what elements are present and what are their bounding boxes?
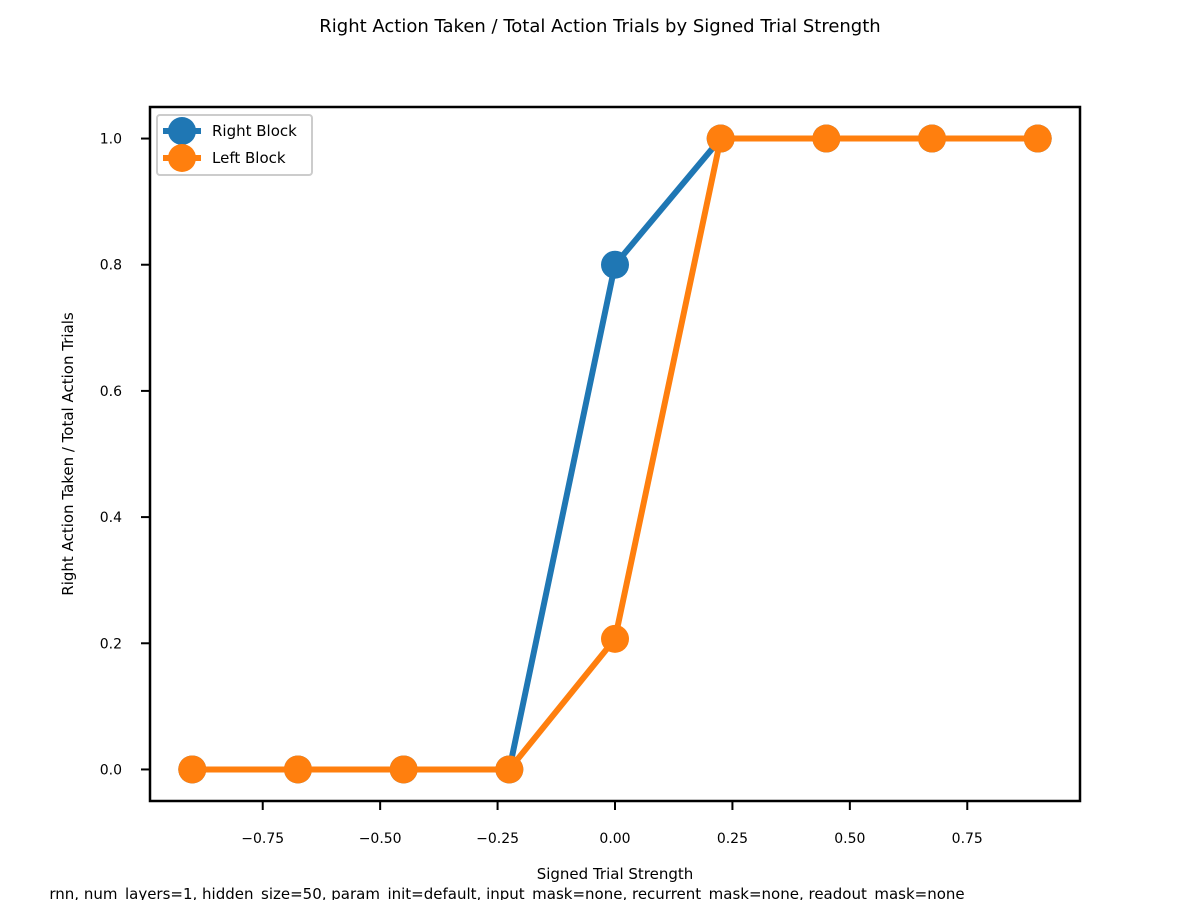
x-axis-ticks: −0.75 −0.50 −0.25 0.00 0.25 0.50 0.75 (241, 801, 983, 847)
chart-title: Right Action Taken / Total Action Trials… (319, 16, 880, 37)
config-caption: rnn, num_layers=1, hidden_size=50, param… (49, 885, 964, 900)
series-layer (178, 124, 1052, 784)
data-point (1023, 124, 1052, 153)
x-tick-label: 0.75 (952, 831, 983, 847)
data-point (706, 124, 735, 153)
y-axis-ticks: 0.0 0.2 0.4 0.6 0.8 1.0 (100, 132, 150, 778)
x-tick-label: −0.75 (241, 831, 284, 847)
data-point (601, 250, 629, 279)
legend-entries: Right Block Left Block (163, 117, 297, 172)
legend-label: Left Block (212, 149, 286, 167)
data-point (283, 755, 312, 784)
data-point (495, 755, 524, 784)
plot-area: −0.75 −0.50 −0.25 0.00 0.25 0.50 0.75 0.00.20.… (100, 105, 1082, 847)
x-tick-label: 0.00 (599, 831, 630, 847)
x-tick-label: 0.50 (834, 831, 865, 847)
legend: Right Block Left Block (156, 114, 313, 176)
x-tick-label: −0.50 (359, 831, 402, 847)
y-tick-label: 0.4 (100, 510, 122, 526)
y-tick-label: 0.8 (100, 258, 122, 274)
data-point (812, 124, 841, 153)
legend-marker (168, 144, 196, 172)
y-tick-label: 0.2 (100, 636, 122, 652)
x-tick-label: 0.25 (717, 831, 748, 847)
series-left-block (178, 124, 1052, 784)
legend-label: Right Block (212, 122, 297, 140)
legend-marker (168, 117, 196, 145)
data-point (918, 124, 947, 153)
y-axis-label: Right Action Taken / Total Action Trials (59, 312, 77, 596)
y-tick-label: 0.6 (100, 384, 122, 400)
y-tick-label: 0.0 (100, 762, 122, 778)
data-point (389, 755, 418, 784)
data-point (178, 755, 207, 784)
x-tick-label: −0.25 (476, 831, 519, 847)
y-tick-label: 1.0 (100, 132, 122, 148)
x-axis-label: Signed Trial Strength (537, 865, 694, 883)
data-point (601, 624, 629, 653)
